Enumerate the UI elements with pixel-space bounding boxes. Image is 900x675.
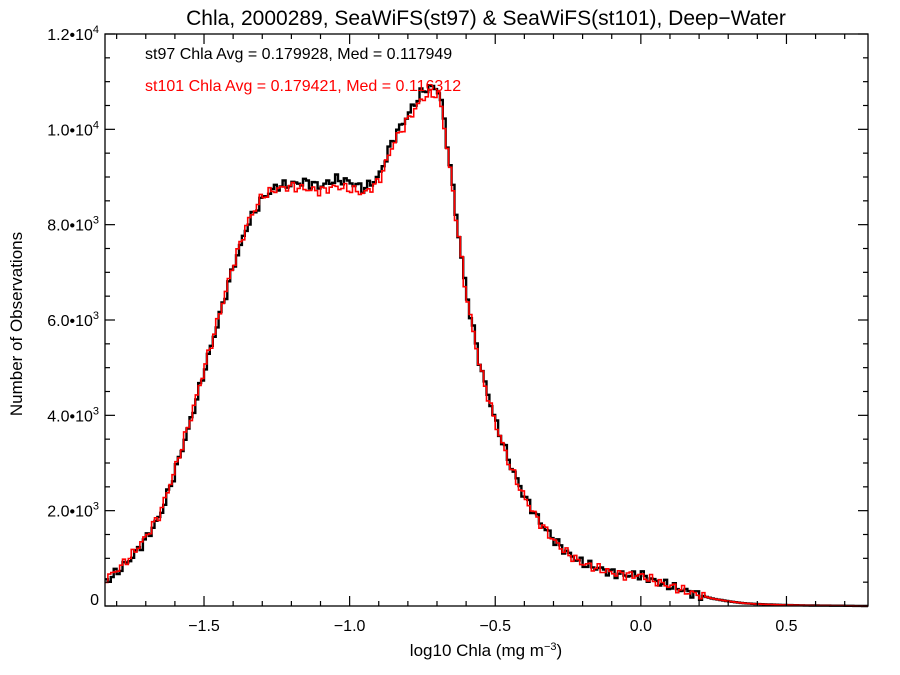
plot-area: −1.5 −1.0 −0.5 0.0 0.5 0 2.0•103 4.0•103 6.0•103… — [47, 24, 868, 635]
x-tick-label: 0.0 — [630, 618, 652, 635]
y-tick-label: 1.2•104 — [47, 24, 99, 44]
y-tick-label: 4.0•103 — [47, 405, 99, 425]
y-tick-label: 6.0•103 — [47, 310, 99, 330]
plot-frame — [104, 33, 869, 607]
x-tick-label: −1.0 — [334, 618, 366, 635]
x-axis-label: log10 Chla (mg m−3) — [410, 641, 562, 660]
y-axis-label: Number of Observations — [7, 232, 26, 416]
annotation-st97: st97 Chla Avg = 0.179928, Med = 0.117949 — [145, 46, 452, 63]
y-tick-label: 8.0•103 — [47, 215, 99, 235]
y-tick-label: 0 — [90, 592, 99, 609]
annotation-st101: st101 Chla Avg = 0.179421, Med = 0.11631… — [145, 78, 461, 95]
y-tick-label: 1.0•104 — [47, 119, 99, 139]
x-tick-label: 0.5 — [775, 618, 797, 635]
y-tick-label: 2.0•103 — [47, 501, 99, 521]
series-line-st101 — [105, 88, 868, 607]
series-line-st97 — [105, 84, 868, 608]
x-tick-label: −1.5 — [188, 618, 220, 635]
x-tick-label: −0.5 — [479, 618, 511, 635]
chart-title: Chla, 2000289, SeaWiFS(st97) & SeaWiFS(s… — [186, 7, 786, 30]
